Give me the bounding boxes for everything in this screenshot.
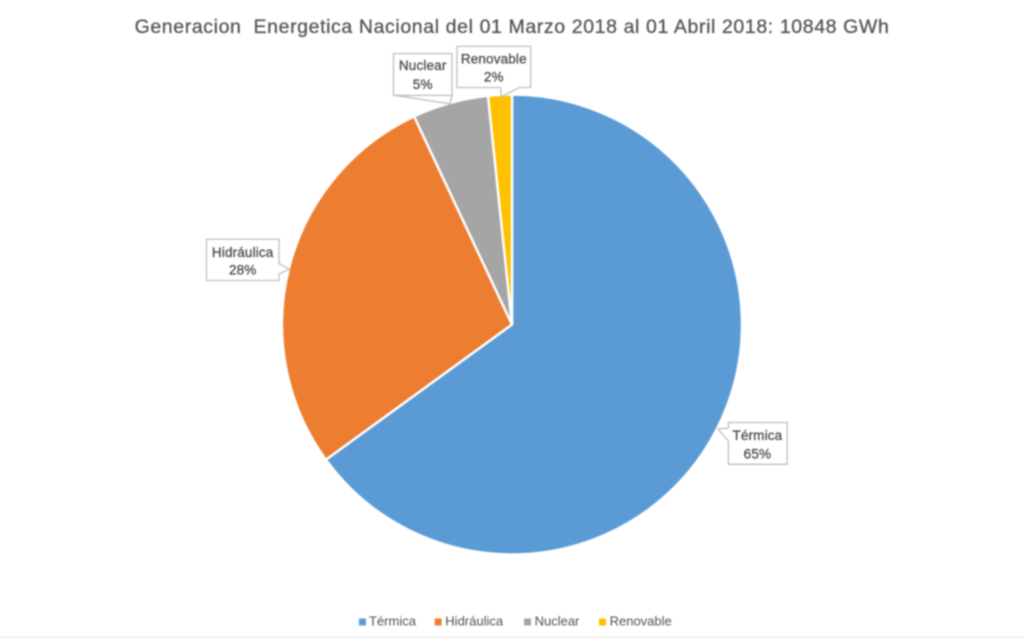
svg-text:Térmica: Térmica: [732, 428, 782, 443]
svg-text:Hidráulica: Hidráulica: [445, 614, 504, 629]
svg-text:28%: 28%: [229, 263, 256, 278]
svg-text:Nuclear: Nuclear: [399, 58, 447, 73]
svg-text:Hidráulica: Hidráulica: [212, 245, 274, 260]
svg-text:5%: 5%: [413, 77, 433, 92]
svg-text:Generacion Energetica Naciona: Generacion Energetica Nacional del 01 Ma…: [135, 16, 890, 38]
svg-text:Renovable: Renovable: [610, 614, 672, 629]
svg-text:Nuclear: Nuclear: [535, 614, 580, 629]
svg-text:65%: 65%: [744, 446, 771, 461]
svg-text:Térmica: Térmica: [369, 614, 417, 629]
svg-text:2%: 2%: [484, 69, 504, 84]
svg-text:Renovable: Renovable: [461, 51, 527, 66]
